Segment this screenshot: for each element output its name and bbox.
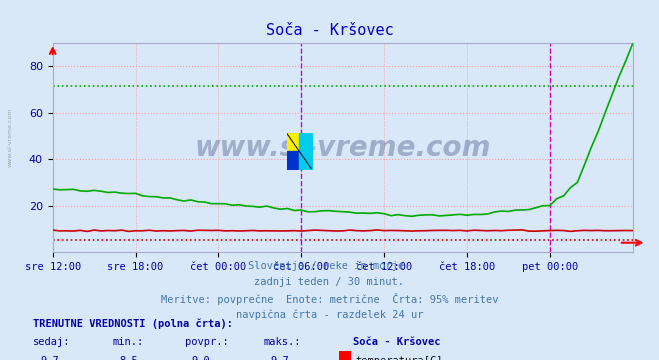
Text: min.:: min.: — [112, 337, 143, 347]
Text: TRENUTNE VREDNOSTI (polna črta):: TRENUTNE VREDNOSTI (polna črta): — [33, 319, 233, 329]
Text: www.si-vreme.com: www.si-vreme.com — [8, 107, 13, 167]
Text: www.si-vreme.com: www.si-vreme.com — [194, 134, 491, 162]
Text: Meritve: povprečne  Enote: metrične  Črta: 95% meritev: Meritve: povprečne Enote: metrične Črta:… — [161, 293, 498, 305]
Text: Soča - Kršovec: Soča - Kršovec — [353, 337, 440, 347]
Text: Slovenija / reke in morje.: Slovenija / reke in morje. — [248, 261, 411, 271]
Text: 9,7: 9,7 — [271, 356, 289, 360]
Text: sedaj:: sedaj: — [33, 337, 71, 347]
Text: maks.:: maks.: — [264, 337, 301, 347]
Text: navpična črta - razdelek 24 ur: navpična črta - razdelek 24 ur — [236, 310, 423, 320]
Text: 9,0: 9,0 — [192, 356, 210, 360]
Text: Soča - Kršovec: Soča - Kršovec — [266, 23, 393, 39]
Text: 9,7: 9,7 — [40, 356, 59, 360]
Text: povpr.:: povpr.: — [185, 337, 228, 347]
Text: temperatura[C]: temperatura[C] — [356, 356, 444, 360]
Text: zadnji teden / 30 minut.: zadnji teden / 30 minut. — [254, 277, 405, 287]
Text: 8,5: 8,5 — [119, 356, 138, 360]
